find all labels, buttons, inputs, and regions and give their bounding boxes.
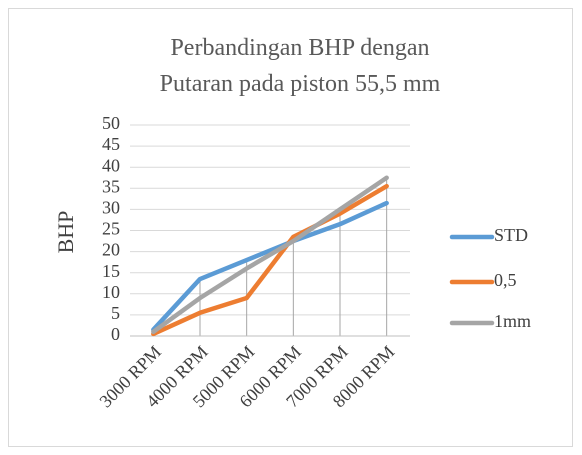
y-tick-label: 45 <box>102 134 120 154</box>
y-tick-label: 40 <box>102 155 120 175</box>
chart-title: Perbandingan BHP dengan Putaran pada pis… <box>159 35 441 97</box>
y-tick-label: 35 <box>102 176 120 196</box>
series-line <box>151 175 389 335</box>
series-line <box>151 200 389 332</box>
legend-label: 0,5 <box>494 270 517 290</box>
y-tick-label: 50 <box>102 113 120 133</box>
series-line <box>151 183 389 337</box>
chart-border <box>8 8 573 447</box>
y-tick-label: 5 <box>111 303 120 323</box>
y-tick-label: 10 <box>102 282 120 302</box>
y-tick-label: 0 <box>111 324 120 344</box>
y-tick-label: 20 <box>102 240 120 260</box>
y-axis-label: BHP <box>53 211 78 254</box>
y-tick-label: 30 <box>102 198 120 218</box>
legend-label: 1mm <box>494 311 531 331</box>
y-tick-label: 15 <box>102 261 120 281</box>
legend-label: STD <box>494 225 528 245</box>
y-tick-label: 25 <box>102 219 120 239</box>
